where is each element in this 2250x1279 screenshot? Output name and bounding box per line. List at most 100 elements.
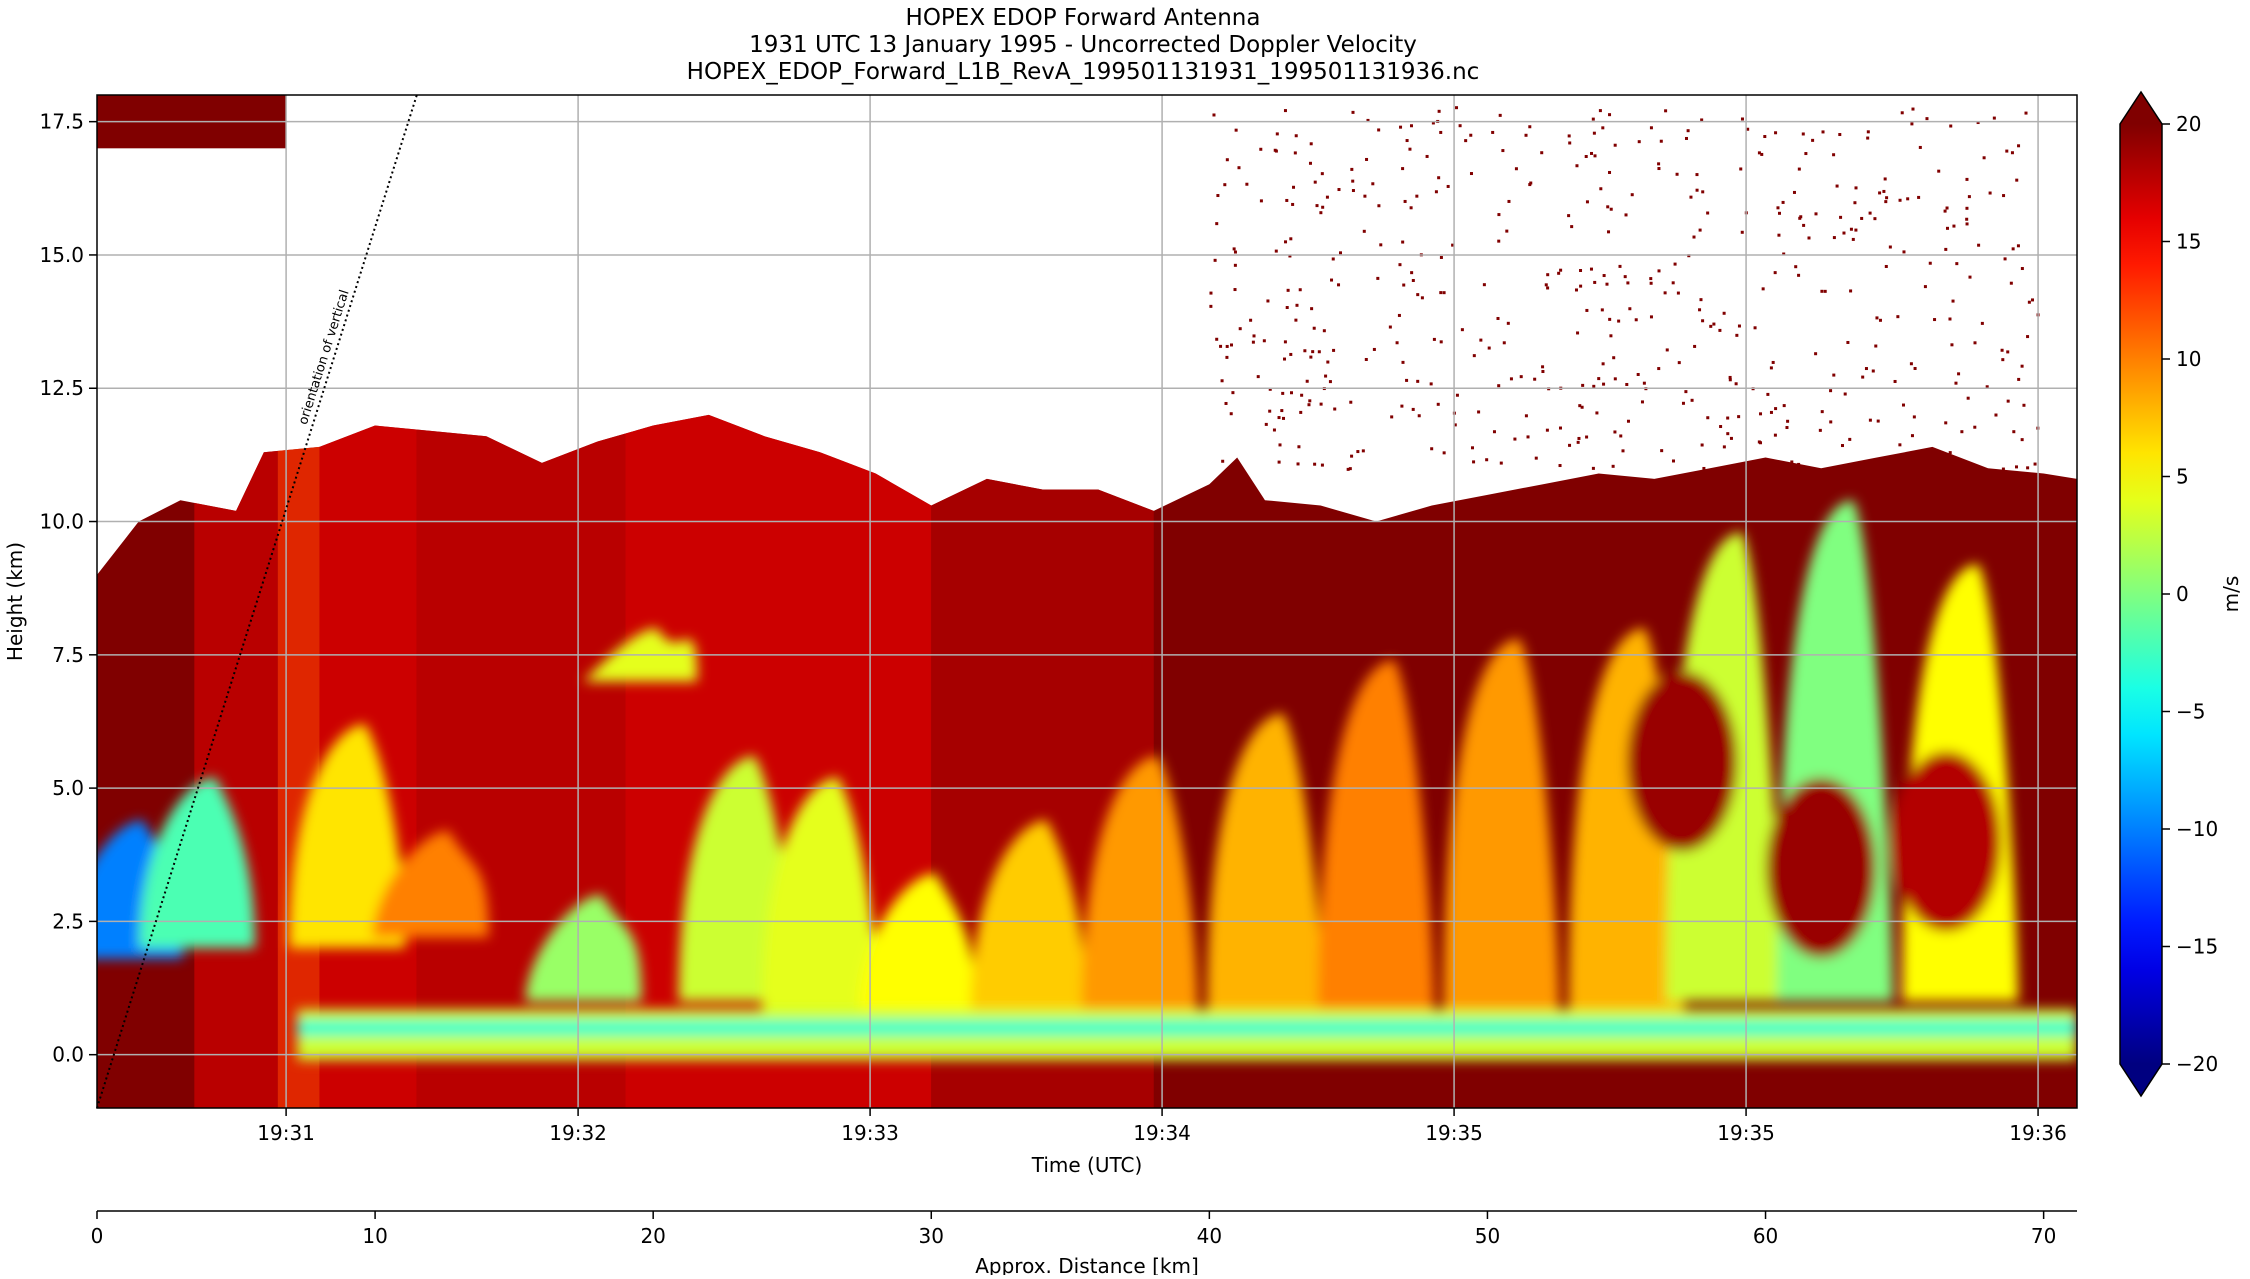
vertical-orientation-line <box>96 94 418 1109</box>
speckle-point <box>1967 195 1971 199</box>
speckle-point <box>1700 118 1704 122</box>
speckle-point <box>1883 177 1887 181</box>
distance-tick-label: 0 <box>91 1224 104 1248</box>
speckle-point <box>1230 343 1234 347</box>
speckle-point <box>1439 130 1443 134</box>
speckle-point <box>1686 129 1690 133</box>
speckle-point <box>1737 415 1741 419</box>
speckle-point <box>1234 128 1238 132</box>
speckle-point <box>1356 450 1360 454</box>
velocity-cell <box>289 724 406 949</box>
speckle-point <box>1965 222 1969 226</box>
speckle-point <box>1873 217 1877 221</box>
speckle-point <box>1365 157 1369 161</box>
speckle-point <box>1434 190 1438 194</box>
speckle-point <box>1317 350 1321 354</box>
speckle-point <box>1968 275 1972 279</box>
speckle-point <box>1541 370 1545 374</box>
speckle-point <box>1773 271 1777 275</box>
speckle-point <box>1933 318 1937 322</box>
speckle-point <box>1430 447 1434 451</box>
speckle-point <box>1285 306 1289 310</box>
speckle-point <box>2026 335 2030 339</box>
speckle-point <box>2024 111 2028 115</box>
speckle-point <box>1295 303 1299 307</box>
speckle-point <box>1807 236 1811 240</box>
speckle-point <box>1266 299 1270 303</box>
velocity-cell <box>970 820 1087 1013</box>
speckle-point <box>1944 421 1948 425</box>
speckle-point <box>1948 451 1952 455</box>
speckle-point <box>1607 230 1611 234</box>
speckle-point <box>1533 377 1537 381</box>
speckle-point <box>1417 414 1421 418</box>
speckle-point <box>1695 188 1699 192</box>
speckle-point <box>1689 195 1693 199</box>
speckle-point <box>1626 281 1630 285</box>
speckle-point <box>1425 154 1429 158</box>
speckle-point <box>1584 155 1588 159</box>
speckle-point <box>1308 399 1312 403</box>
speckle-point <box>1960 430 1964 434</box>
speckle-point <box>1782 252 1786 256</box>
speckle-point <box>1400 404 1404 408</box>
velocity-cell <box>1318 660 1435 1013</box>
speckle-point <box>1771 360 1775 364</box>
speckle-point <box>1349 400 1353 404</box>
speckle-point <box>1351 110 1355 114</box>
speckle-point <box>1612 356 1616 360</box>
speckle-point <box>2020 438 2024 442</box>
speckle-point <box>1840 444 1844 448</box>
speckle-point <box>1599 187 1603 191</box>
speckle-point <box>1838 133 1842 137</box>
speckle-point <box>1497 239 1501 243</box>
speckle-point <box>1673 262 1677 266</box>
y-tick-label: 17.5 <box>39 110 84 134</box>
speckle-point <box>1268 387 1272 391</box>
speckle-point <box>1660 449 1664 453</box>
speckle-point <box>1363 194 1367 198</box>
speckle-point <box>1792 190 1796 194</box>
speckle-point <box>1570 225 1574 229</box>
speckle-point <box>1839 215 1843 219</box>
speckle-point <box>1409 124 1413 128</box>
speckle-point <box>1232 247 1236 251</box>
speckle-point <box>1659 139 1663 143</box>
speckle-point <box>1776 206 1780 210</box>
speckle-point <box>1541 365 1545 369</box>
speckle-point <box>1965 177 1969 181</box>
speckle-point <box>1451 243 1455 247</box>
colorbar-tick-label: 5 <box>2176 465 2189 489</box>
speckle-point <box>1609 334 1613 338</box>
speckle-point <box>1625 382 1629 386</box>
speckle-point <box>1233 250 1237 254</box>
speckle-point <box>1439 340 1443 344</box>
speckle-point <box>1372 347 1376 351</box>
speckle-point <box>1212 113 1216 117</box>
speckle-point <box>1664 109 1668 113</box>
speckle-point <box>1630 193 1634 197</box>
speckle-point <box>1860 216 1864 220</box>
speckle-point <box>1835 184 1839 188</box>
speckle-point <box>1893 379 1897 383</box>
speckle-point <box>1735 333 1739 337</box>
distance-tick-label: 50 <box>1475 1224 1500 1248</box>
downdraft-core <box>1766 778 1877 959</box>
speckle-point <box>1259 147 1263 151</box>
speckle-point <box>1453 423 1457 427</box>
speckle-point <box>1945 226 1949 230</box>
speckle-point <box>1215 337 1219 341</box>
speckle-point <box>1944 247 1948 251</box>
speckle-point <box>1874 344 1878 348</box>
colorbar-tick-label: 15 <box>2176 230 2201 254</box>
speckle-point <box>1297 445 1301 449</box>
speckle-point <box>1759 412 1763 416</box>
speckle-point <box>1692 235 1696 239</box>
speckle-point <box>1848 437 1852 441</box>
speckle-point <box>1869 459 1873 463</box>
speckle-point <box>2027 300 2031 304</box>
speckle-point <box>1943 209 1947 213</box>
speckle-point <box>1339 251 1343 255</box>
speckle-point <box>1954 381 1958 385</box>
speckle-point <box>1296 462 1300 466</box>
